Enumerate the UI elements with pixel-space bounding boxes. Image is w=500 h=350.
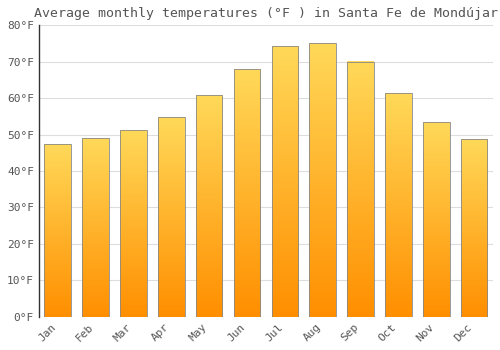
Bar [234, 69, 260, 317]
Bar [461, 139, 487, 317]
Bar [82, 138, 109, 317]
Bar [385, 93, 411, 317]
Bar [44, 145, 71, 317]
Bar [196, 95, 222, 317]
Bar [423, 122, 450, 317]
Bar [310, 43, 336, 317]
Bar [158, 118, 184, 317]
Bar [272, 46, 298, 317]
Bar [120, 130, 146, 317]
Bar [348, 62, 374, 317]
Title: Average monthly temperatures (°F ) in Santa Fe de Mondújar: Average monthly temperatures (°F ) in Sa… [34, 7, 498, 20]
